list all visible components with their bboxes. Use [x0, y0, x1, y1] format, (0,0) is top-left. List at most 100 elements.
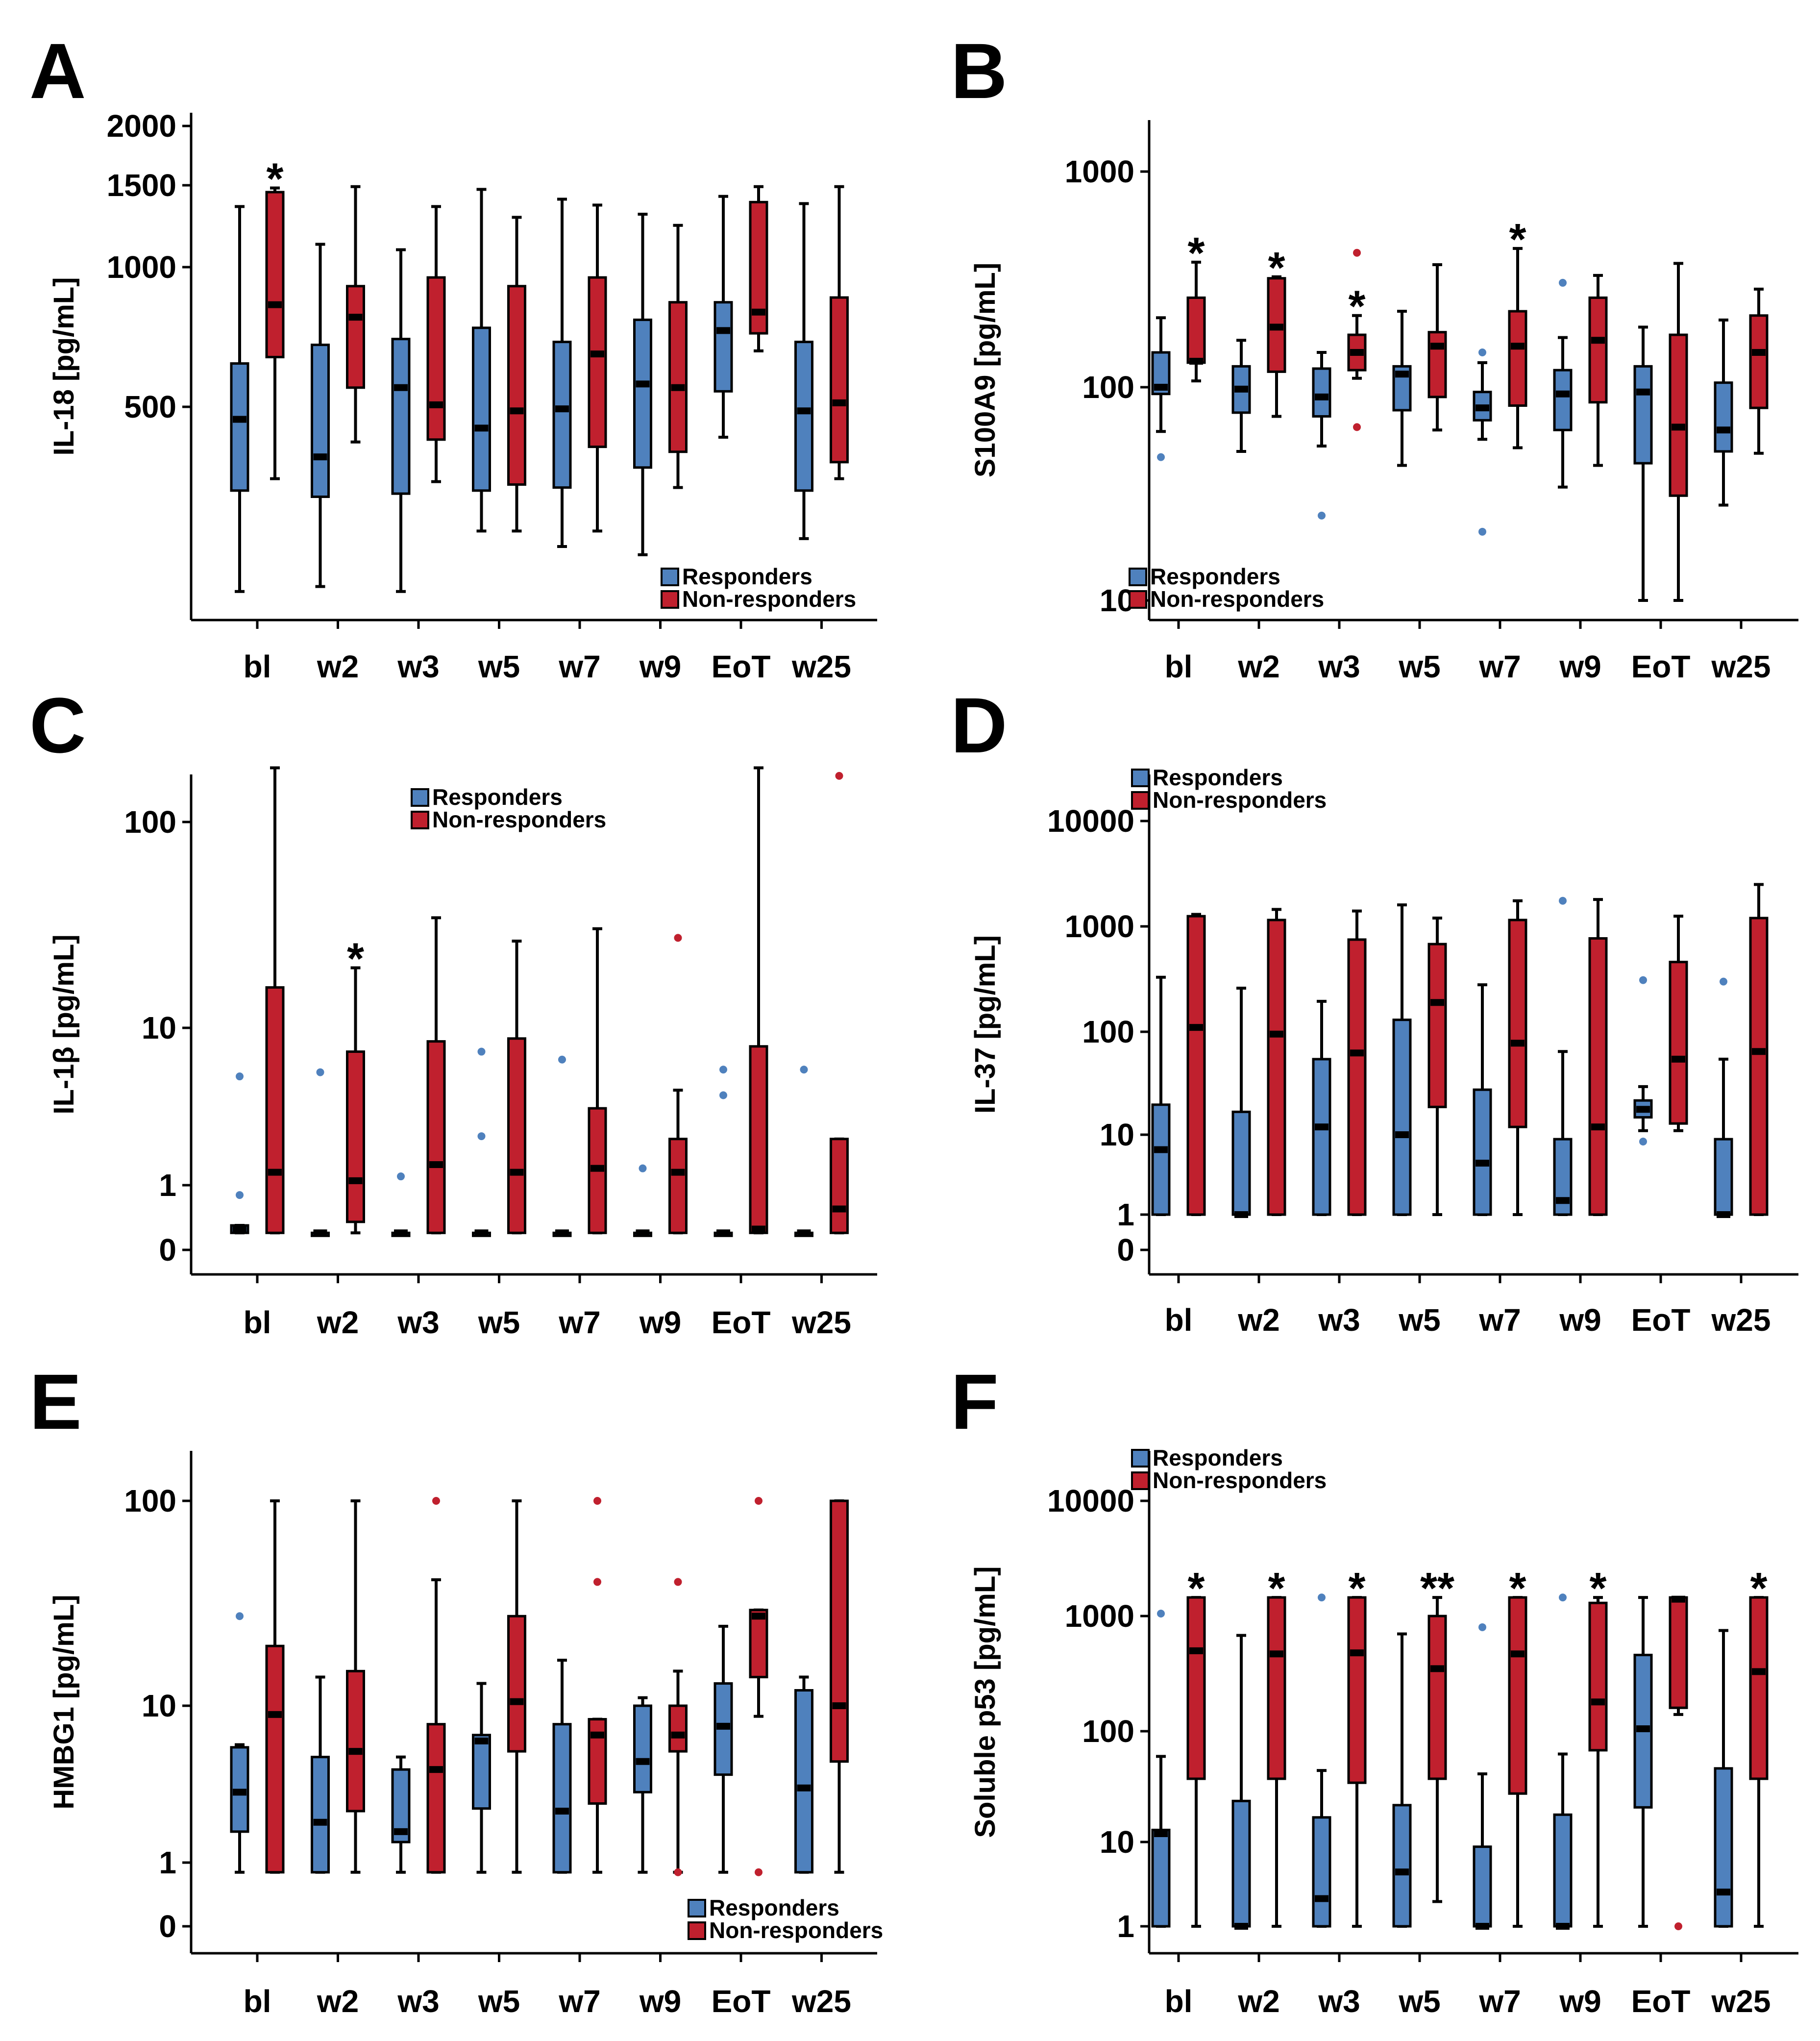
significance-marker: *	[1509, 1564, 1526, 1613]
box-w25	[794, 202, 813, 540]
x-tick-label: bl	[1165, 1302, 1193, 1338]
box-w9	[668, 1089, 688, 1235]
y-tick-label: 10	[1100, 1117, 1134, 1152]
y-tick-label: 1000	[1065, 154, 1134, 189]
box-w9	[633, 1696, 652, 1874]
box-w5	[1427, 263, 1447, 432]
y-tick-label: 100	[1082, 1014, 1134, 1049]
iqr-box	[507, 285, 526, 486]
x-tick-label: w9	[1559, 1302, 1601, 1338]
outlier-point	[1157, 1610, 1165, 1618]
iqr-box	[1267, 919, 1286, 1216]
box-bl	[1151, 975, 1171, 1216]
box-w3	[391, 1229, 411, 1237]
iqr-box	[1749, 917, 1769, 1216]
box-w9	[668, 224, 688, 489]
y-tick-label: 0	[159, 1909, 176, 1944]
x-tick-label: w7	[558, 1984, 600, 2019]
legend-label-non-responders: Non-responders	[1153, 1468, 1327, 1493]
box-EoT	[1669, 1595, 1688, 1716]
significance-marker: *	[1187, 1564, 1205, 1613]
outlier-point	[1318, 1593, 1326, 1602]
box-w9	[1553, 1752, 1573, 1930]
box-EoT	[1669, 262, 1688, 602]
iqr-box	[1749, 314, 1769, 409]
box-w2	[311, 243, 330, 588]
x-tick-label: bl	[1165, 1984, 1193, 2019]
y-tick-label: 1000	[1065, 1598, 1134, 1634]
x-tick-label: w25	[791, 649, 851, 684]
outlier-point	[236, 1612, 244, 1620]
iqr-box	[633, 1704, 652, 1793]
box-w9	[633, 1229, 652, 1237]
iqr-box	[346, 1669, 365, 1813]
box-EoT	[1633, 325, 1653, 602]
iqr-box	[633, 318, 652, 469]
box-EoT	[1633, 1085, 1653, 1132]
box-w7	[1473, 1772, 1492, 1930]
box-bl	[265, 1499, 285, 1874]
x-tick-label: EoT	[712, 1305, 771, 1340]
x-tick-label: EoT	[1631, 1302, 1691, 1338]
significance-marker: *	[266, 155, 283, 204]
outlier-point	[674, 1578, 682, 1586]
legend-swatch-non-responders	[1131, 791, 1150, 810]
iqr-box	[507, 1037, 526, 1234]
significance-marker: *	[1268, 1564, 1285, 1613]
x-tick-label: w25	[791, 1984, 851, 2019]
y-tick-label: 10	[142, 1010, 176, 1045]
iqr-box	[830, 296, 849, 464]
legend-swatch-responders	[661, 568, 679, 586]
box-w3	[426, 1578, 446, 1874]
box-bl	[1186, 913, 1206, 1216]
iqr-box	[1588, 296, 1608, 404]
iqr-box	[1427, 331, 1447, 398]
outlier-point	[1674, 1922, 1682, 1930]
box-EoT	[749, 185, 768, 352]
legend-label-responders: Responders	[1153, 1445, 1283, 1470]
x-tick-label: EoT	[1631, 1984, 1691, 2019]
box-w3	[426, 205, 446, 483]
outlier-point	[755, 1868, 762, 1876]
panel-a: A 500 1000 1500 2000 IL-18 [pg/mL] bl w2 w3 w5 w7 w…	[29, 27, 877, 684]
iqr-box	[507, 1615, 526, 1753]
series-responders	[1151, 896, 1733, 1218]
iqr-box	[1392, 1804, 1412, 1928]
box-w7	[588, 1717, 607, 1874]
box-w2	[1267, 908, 1286, 1216]
iqr-box	[426, 276, 446, 441]
box-w2	[1267, 275, 1286, 418]
iqr-box	[1231, 1799, 1251, 1928]
box-w5	[472, 1229, 491, 1237]
iqr-box	[1588, 1601, 1608, 1752]
box-w2	[1231, 339, 1251, 453]
panel-letter: D	[951, 681, 1008, 769]
outlier-point	[432, 1497, 440, 1505]
iqr-box	[1347, 1596, 1367, 1784]
box-w25	[1714, 1629, 1733, 1928]
outlier-point	[236, 1072, 244, 1081]
x-tick-label: EoT	[712, 1984, 771, 2019]
iqr-box	[1714, 1767, 1733, 1928]
box-w2	[346, 966, 365, 1235]
box-bl	[1151, 1755, 1171, 1928]
outlier-point	[1559, 896, 1567, 905]
box-w7	[1508, 247, 1527, 449]
series-responders	[230, 1612, 813, 1874]
y-tick-label: 100	[1082, 1714, 1134, 1749]
series-responders	[230, 1047, 813, 1237]
x-tick-label: w2	[317, 1305, 359, 1340]
iqr-box	[1151, 1828, 1171, 1928]
box-w25	[1714, 318, 1733, 507]
x-tick-label: w3	[397, 649, 439, 684]
iqr-box	[588, 276, 607, 448]
outlier-point	[639, 1164, 647, 1172]
legend-label-non-responders: Non-responders	[709, 1917, 883, 1943]
iqr-box	[668, 1138, 688, 1234]
iqr-box	[472, 1734, 491, 1810]
box-bl	[1186, 1596, 1206, 1928]
box-w9	[1588, 274, 1608, 467]
